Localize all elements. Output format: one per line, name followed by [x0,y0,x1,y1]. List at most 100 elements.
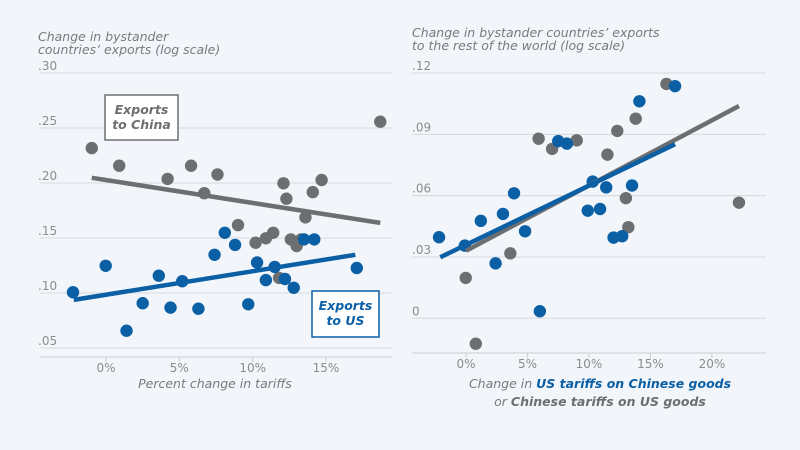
data-point-us [287,281,300,294]
chart-title: Change in bystander countries’ exports [412,25,660,40]
data-point-us [208,248,221,261]
data-point-us [259,273,273,287]
annotation-label-china: Exports [115,102,169,117]
data-point-us [615,229,629,243]
data-point-china [504,247,517,260]
x-tick-label: 5% [170,361,189,375]
x-axis-label: Change in US tariffs on Chinese goods [469,376,731,391]
data-point-china [532,132,545,145]
x-tick-label: 10% [576,357,603,371]
data-point-china [622,220,635,234]
data-point-china [629,112,642,125]
data-point-china [249,236,262,249]
data-point-us [489,257,502,270]
data-point-us [518,225,532,238]
data-point-us [297,233,311,246]
y-tick-label: .06 [412,182,431,196]
y-tick-label: .09 [412,120,431,134]
data-point-china [184,159,198,172]
x-tick-label: 0% [457,357,476,371]
data-point-us [432,231,446,244]
data-point-china [299,211,312,224]
data-point-us [152,269,165,282]
x-axis-label-part: US tariffs on Chinese goods [536,376,731,391]
data-point-china [85,141,98,155]
data-point-china [619,191,633,205]
y-tick-label: .10 [38,279,57,293]
data-point-us [278,272,292,286]
data-point-china [570,134,583,147]
data-point-us [507,187,521,200]
trend-line-us [439,142,677,260]
y-tick-label: .20 [38,169,57,183]
data-point-china [231,218,245,232]
data-point-china [161,172,174,186]
x-tick-label: 15% [313,361,340,375]
data-point-china [601,148,614,161]
data-point-us [308,233,321,246]
data-point-china [315,173,328,187]
data-point-us [242,298,255,311]
data-point-china [113,159,126,172]
data-point-china [277,177,290,190]
data-point-us [496,207,510,221]
annotation-box-us [311,290,380,338]
data-point-us [560,137,574,150]
data-point-china [374,115,387,128]
x-tick-label: 15% [637,357,664,371]
data-point-us [600,181,613,194]
data-point-us [668,79,682,93]
annotation-box-china [104,94,179,141]
chart-title: to the rest of the world (log scale) [412,38,625,53]
data-point-china [280,192,293,205]
x-axis-label-part: Chinese tariffs on US goods [511,394,706,409]
chart-title: countries’ exports (log scale) [38,42,220,57]
data-point-us [581,204,594,217]
y-tick-label: .05 [38,334,57,348]
data-point-us [164,301,177,314]
x-axis-label-part: or [494,394,511,409]
data-point-us [474,214,488,228]
panel-2: Change in bystander countries’ exportsto… [412,25,766,409]
x-tick-label: 10% [239,361,266,375]
data-point-china [469,337,482,350]
trend-line-us [73,252,356,303]
chart-title: Change in bystander [38,29,169,44]
data-point-us [633,95,646,108]
data-point-us [66,286,80,299]
data-point-china [306,185,319,199]
y-tick-label: .25 [38,114,57,128]
data-point-china [732,196,746,209]
x-tick-label: 20% [699,357,726,371]
data-point-us [192,302,205,315]
y-tick-label: .30 [38,59,57,73]
x-axis-label: Percent change in tariffs [138,376,292,391]
y-tick-label: .12 [412,59,431,73]
data-point-china [211,168,224,181]
y-tick-label: .15 [38,224,57,238]
x-tick-label: 0% [96,361,115,375]
data-point-china [611,124,624,138]
annotation-label-us: to US [326,313,364,328]
data-point-us [625,179,639,192]
data-point-us [533,305,547,318]
data-point-us [120,324,133,337]
x-axis-label: or Chinese tariffs on US goods [494,394,706,409]
data-point-us [99,259,112,272]
data-point-us [218,226,231,239]
data-point-us [350,261,363,275]
data-point-china [267,226,280,239]
annotation-label-us: Exports [319,298,373,313]
y-tick-label: .03 [412,243,431,257]
x-tick-label: 5% [518,357,537,371]
data-point-us [593,202,607,216]
data-point-us [250,256,264,269]
annotation-label-china: to China [112,117,171,132]
y-tick-label: 0 [412,304,420,318]
data-point-us [136,297,149,310]
data-point-us [228,238,242,252]
trend-line-china [91,175,381,226]
data-point-china [459,271,472,285]
